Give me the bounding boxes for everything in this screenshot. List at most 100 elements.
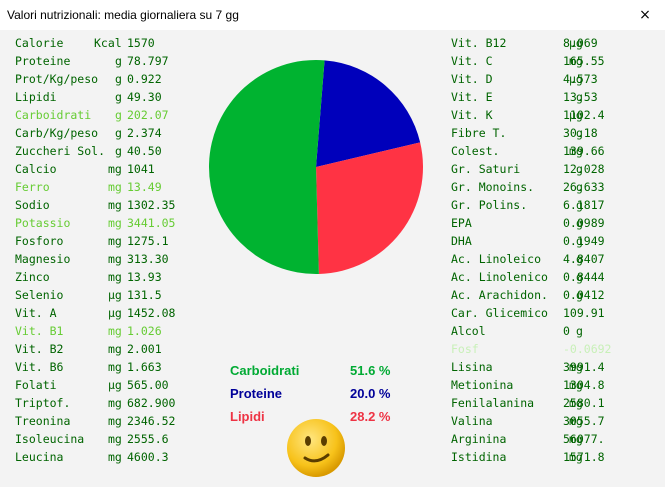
nutrient-value: 1102.4 — [563, 108, 605, 122]
nutrient-name: Calorie — [15, 36, 64, 50]
nutrient-name: Fosforo — [15, 234, 64, 248]
nutrient-value: 109.91 — [563, 306, 605, 320]
nutrient-name: Vit. B1 — [15, 324, 64, 338]
nutrient-unit: g — [576, 162, 583, 176]
nutrient-name: Vit. B2 — [15, 342, 64, 356]
nutrient-name: Vit. B12 — [451, 36, 507, 50]
nutrient-unit: Kcal — [94, 36, 122, 50]
nutrient-value: 1.026 — [127, 324, 162, 338]
nutrient-value: 565.00 — [127, 378, 169, 392]
nutrient-unit: g — [115, 54, 122, 68]
nutrient-unit: g — [115, 144, 122, 158]
nutrient-unit: g — [576, 324, 583, 338]
smiley-face-icon — [287, 419, 345, 477]
nutrient-name: Carb/Kg/peso — [15, 126, 99, 140]
window-title: Valori nutrizionali: media giornaliera s… — [7, 8, 239, 22]
nutrient-name: Proteine — [15, 54, 71, 68]
macronutrient-pie-chart — [208, 59, 423, 275]
nutrient-value: 13.93 — [127, 270, 162, 284]
nutrient-name: Leucina — [15, 450, 64, 464]
nutrient-value: 40.50 — [127, 144, 162, 158]
nutrient-value: 6.1817 — [563, 198, 605, 212]
nutrient-name: Zinco — [15, 270, 50, 284]
nutrient-name: Carboidrati — [15, 108, 92, 122]
nutrient-unit: µg — [569, 72, 583, 86]
nutrient-unit: mg — [569, 54, 583, 68]
nutrient-unit: mg — [569, 450, 583, 464]
nutrient-value: 165.55 — [563, 54, 605, 68]
nutrient-unit: mg — [569, 396, 583, 410]
nutrient-name: Treonina — [15, 414, 71, 428]
nutrient-value: 2.374 — [127, 126, 162, 140]
nutrient-name: Lisina — [451, 360, 493, 374]
pie-slice-carboidrati — [208, 59, 325, 275]
nutrient-value: -0.0692 — [563, 342, 612, 356]
nutrient-value: 30.18 — [563, 126, 598, 140]
nutrient-value: 2.001 — [127, 342, 162, 356]
nutrient-name: Vit. E — [451, 90, 493, 104]
nutrient-unit: mg — [569, 360, 583, 374]
nutrient-unit: mg — [108, 180, 122, 194]
legend-percent: 28.2 % — [350, 409, 391, 424]
nutrient-unit: mg — [108, 342, 122, 356]
nutrient-unit: g — [576, 288, 583, 302]
nutrient-value: 682.900 — [127, 396, 176, 410]
nutrient-value: 49.30 — [127, 90, 162, 104]
nutrient-unit: mg — [108, 234, 122, 248]
nutrient-value: 0.0989 — [563, 216, 605, 230]
nutrient-unit: mg — [108, 360, 122, 374]
nutrient-value: 1571.8 — [563, 450, 605, 464]
legend-label: Proteine — [230, 386, 283, 401]
nutrient-name: Gr. Saturi — [451, 162, 521, 176]
nutrient-name: Ferro — [15, 180, 50, 194]
nutrient-unit: g — [576, 90, 583, 104]
nutrient-value: 131.5 — [127, 288, 162, 302]
nutrient-unit: µg — [108, 306, 122, 320]
nutrient-value: 202.07 — [127, 108, 169, 122]
nutrient-value: 139.66 — [563, 144, 605, 158]
nutrient-value: 1570 — [127, 36, 155, 50]
nutrient-name: Potassio — [15, 216, 71, 230]
nutrient-value: 1275.1 — [127, 234, 169, 248]
close-icon[interactable]: × — [639, 7, 651, 23]
nutrient-value: 2580.1 — [563, 396, 605, 410]
nutrient-name: Vit. K — [451, 108, 493, 122]
nutrient-name: Arginina — [451, 432, 507, 446]
nutrient-unit: g — [576, 216, 583, 230]
nutrient-value: 1.663 — [127, 360, 162, 374]
nutrient-name: Ac. Linolenico — [451, 270, 548, 284]
nutrient-value: 2555.6 — [127, 432, 169, 446]
nutrient-name: Folati — [15, 378, 57, 392]
nutrient-name: Car. Glicemico — [451, 306, 548, 320]
pie-slice-proteine — [316, 60, 421, 167]
nutrient-unit: g — [576, 270, 583, 284]
nutrient-name: DHA — [451, 234, 472, 248]
nutrient-unit: g — [115, 72, 122, 86]
nutrient-name: EPA — [451, 216, 472, 230]
nutrient-value: 13.53 — [563, 90, 598, 104]
nutrient-unit: mg — [108, 396, 122, 410]
nutrient-value: 8.069 — [563, 36, 598, 50]
nutrient-name: Isoleucina — [15, 432, 85, 446]
nutrient-unit: mg — [569, 414, 583, 428]
nutrient-name: Gr. Monoins. — [451, 180, 535, 194]
nutrient-name: Magnesio — [15, 252, 71, 266]
nutrient-unit: g — [576, 126, 583, 140]
nutrient-value: 4.573 — [563, 72, 598, 86]
nutrient-unit: g — [115, 108, 122, 122]
nutrient-value: 0.1949 — [563, 234, 605, 248]
nutrient-value: 2346.52 — [127, 414, 176, 428]
nutrient-name: Ac. Linoleico — [451, 252, 542, 266]
nutrient-name: Triptof. — [15, 396, 71, 410]
nutrient-value: 1041 — [127, 162, 155, 176]
nutrient-value: 3441.05 — [127, 216, 176, 230]
nutrient-value: 1302.35 — [127, 198, 176, 212]
nutrient-value: 12.028 — [563, 162, 605, 176]
nutrient-value: 0.0412 — [563, 288, 605, 302]
nutrient-unit: mg — [569, 144, 583, 158]
nutrient-name: Alcol — [451, 324, 486, 338]
nutrient-unit: mg — [108, 414, 122, 428]
nutrient-value: 0.8444 — [563, 270, 605, 284]
nutrient-name: Selenio — [15, 288, 64, 302]
legend-label: Lipidi — [230, 409, 265, 424]
